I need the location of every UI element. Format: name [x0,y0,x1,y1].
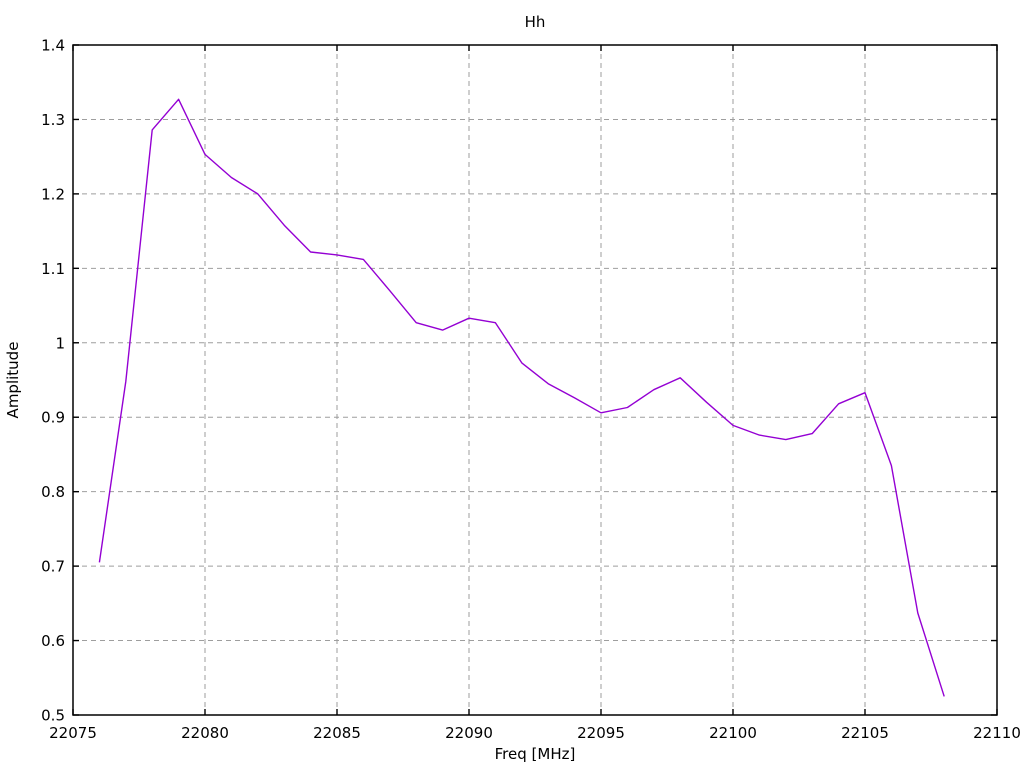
y-tick-label: 0.9 [41,409,65,427]
x-axis-label: Freq [MHz] [494,745,576,763]
y-tick-label: 1.2 [41,185,65,203]
y-tick-label: 0.5 [41,707,65,725]
chart-title: Hh [524,13,546,31]
x-tick-label: 22100 [709,724,757,742]
data-line [98,98,945,697]
y-tick-label: 1.4 [41,37,65,55]
x-tick-label: 22105 [841,724,889,742]
y-tick-label: 0.6 [41,632,65,650]
y-tick-label: 1.3 [41,111,65,129]
x-tick-label: 22075 [49,724,97,742]
x-tick-label: 22095 [577,724,625,742]
x-tick-label: 22085 [313,724,361,742]
y-tick-label: 1.1 [41,260,65,278]
x-tick-label: 22080 [181,724,229,742]
x-tick-label: 22110 [973,724,1021,742]
y-tick-label: 0.7 [41,558,65,576]
x-tick-label: 22090 [445,724,493,742]
y-tick-label: 1 [55,334,65,352]
y-tick-label: 0.8 [41,483,65,501]
plot-border [72,44,998,716]
